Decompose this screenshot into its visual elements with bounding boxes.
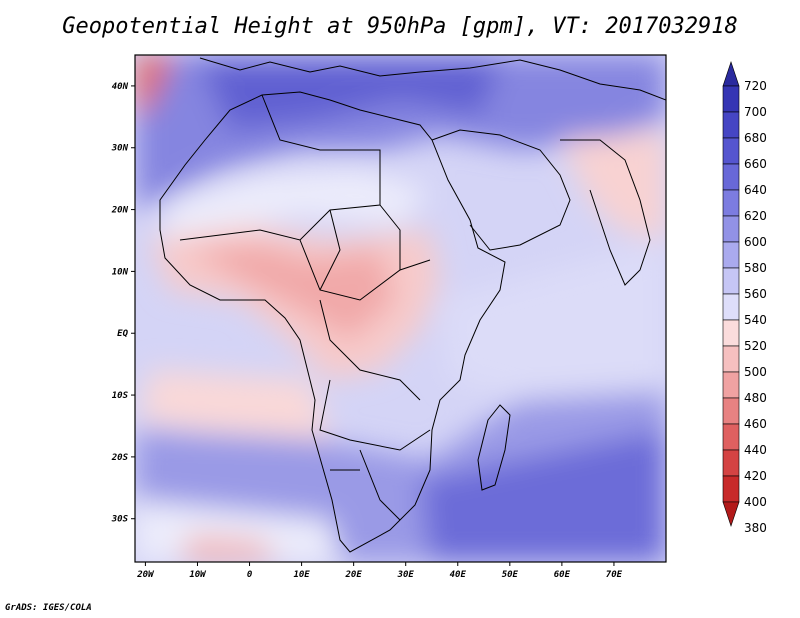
colorbar: 720 700 680 660 640 620 600 580 560 540 520 500 480 4… (723, 62, 767, 535)
lon-label: 20E (345, 570, 363, 580)
lat-label: EQ (117, 329, 128, 339)
lon-label: 60E (554, 570, 571, 580)
lon-label: 0 (247, 570, 253, 580)
colorbar-bottom-arrow (723, 502, 739, 526)
colorbar-label: 720 (744, 79, 767, 93)
credit-label: GrADS: IGES/COLA (5, 603, 92, 613)
colorbar-label: 680 (744, 131, 767, 145)
map-figure: 40N 30N 20N 10N EQ 10S 20S 30S 20W 10W 0 10E 20E 30E 4… (0, 0, 800, 618)
lon-label: 10E (293, 570, 310, 580)
colorbar-swatch (723, 242, 739, 268)
lat-label: 40N (112, 82, 129, 92)
lat-label: 10S (112, 391, 129, 401)
lat-label: 30N (111, 144, 129, 154)
colorbar-label: 400 (744, 495, 767, 509)
colorbar-label: 540 (744, 313, 767, 327)
lat-label: 10N (112, 267, 129, 277)
colorbar-swatch (723, 190, 739, 216)
height-field (135, 55, 666, 562)
lon-label: 20W (136, 570, 155, 580)
colorbar-swatch (723, 424, 739, 450)
colorbar-label: 420 (744, 469, 767, 483)
lat-label: 20S (111, 453, 129, 463)
colorbar-label: 580 (744, 261, 767, 275)
lon-label: 30E (397, 570, 415, 580)
colorbar-swatch (723, 138, 739, 164)
lat-label: 30S (111, 515, 129, 525)
colorbar-swatch (723, 268, 739, 294)
colorbar-top-arrow (723, 62, 739, 86)
colorbar-label: 380 (744, 521, 767, 535)
colorbar-label: 620 (744, 209, 767, 223)
colorbar-label: 600 (744, 235, 767, 249)
colorbar-swatch (723, 450, 739, 476)
colorbar-label: 440 (744, 443, 767, 457)
colorbar-label: 640 (744, 183, 767, 197)
colorbar-label: 700 (744, 105, 767, 119)
colorbar-swatch (723, 398, 739, 424)
colorbar-swatch (723, 216, 739, 242)
lon-label: 40E (450, 570, 467, 580)
colorbar-label: 520 (744, 339, 767, 353)
colorbar-swatch (723, 294, 739, 320)
colorbar-swatch (723, 372, 739, 398)
lon-label: 50E (502, 570, 519, 580)
colorbar-swatch (723, 346, 739, 372)
colorbar-swatch (723, 476, 739, 502)
lon-label: 70E (606, 570, 623, 580)
colorbar-swatch (723, 112, 739, 138)
colorbar-label: 460 (744, 417, 767, 431)
colorbar-label: 560 (744, 287, 767, 301)
colorbar-swatch (723, 86, 739, 112)
colorbar-swatch (723, 164, 739, 190)
lat-label: 20N (111, 206, 129, 216)
colorbar-label: 660 (744, 157, 767, 171)
colorbar-swatch (723, 320, 739, 346)
colorbar-label: 500 (744, 365, 767, 379)
lon-label: 10W (189, 570, 207, 580)
colorbar-label: 480 (744, 391, 767, 405)
